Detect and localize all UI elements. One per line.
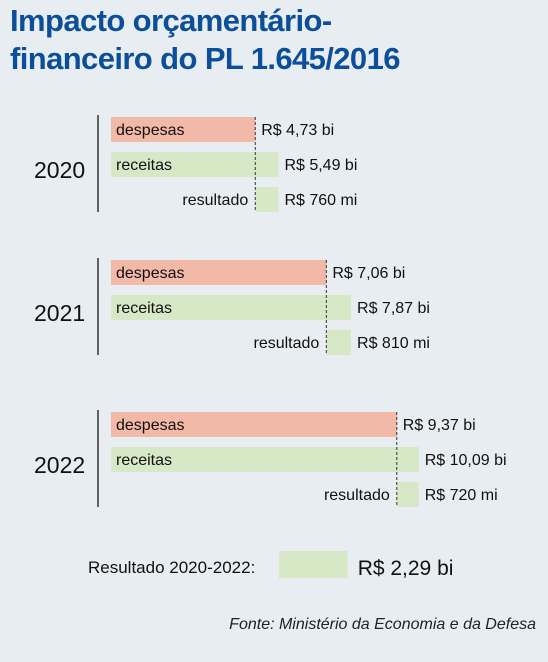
bar-label-receitas-2020: receitas — [116, 157, 172, 174]
bar-despesas-2022 — [111, 412, 397, 437]
bar-resultado-2020 — [255, 187, 279, 212]
bar-resultado-2021 — [326, 330, 352, 355]
title-line-2: financeiro do PL 1.645/2016 — [10, 41, 400, 76]
value-label-receitas-2020: R$ 5,49 bi — [284, 157, 357, 174]
value-label-despesas-2020: R$ 4,73 bi — [261, 122, 334, 139]
bar-resultado-2022 — [396, 482, 419, 507]
bar-label-resultado-2020: resultado — [182, 192, 248, 209]
value-label-despesas-2021: R$ 7,06 bi — [332, 265, 405, 282]
value-label-despesas-2022: R$ 9,37 bi — [403, 417, 476, 434]
bar-label-despesas-2022: despesas — [116, 417, 185, 434]
bar-despesas-2020 — [111, 117, 256, 142]
total-bar — [279, 551, 348, 578]
total-value: R$ 2,29 bi — [358, 557, 454, 580]
year-label-2022: 2022 — [34, 452, 85, 478]
chart-title: Impacto orçamentário- financeiro do PL 1… — [10, 2, 540, 78]
bar-receitas-2021 — [111, 295, 352, 320]
bar-receitas-2020 — [111, 152, 279, 177]
bar-label-resultado-2021: resultado — [254, 335, 320, 352]
bar-label-despesas-2020: despesas — [116, 122, 185, 139]
title-line-1: Impacto orçamentário- — [10, 3, 332, 38]
bar-label-despesas-2021: despesas — [116, 265, 185, 282]
bar-despesas-2021 — [111, 260, 327, 285]
source-note: Fonte: Ministério da Economia e da Defes… — [229, 616, 536, 633]
total-label: Resultado 2020-2022: — [88, 558, 255, 577]
value-label-receitas-2021: R$ 7,87 bi — [357, 300, 430, 317]
year-label-2020: 2020 — [34, 157, 85, 183]
bar-label-resultado-2022: resultado — [324, 487, 390, 504]
value-label-resultado-2021: R$ 810 mi — [357, 335, 430, 352]
bar-receitas-2022 — [111, 447, 419, 472]
bar-label-receitas-2022: receitas — [116, 452, 172, 469]
value-label-resultado-2022: R$ 720 mi — [425, 487, 498, 504]
bar-label-receitas-2021: receitas — [116, 300, 172, 317]
value-label-resultado-2020: R$ 760 mi — [284, 192, 357, 209]
year-label-2021: 2021 — [34, 300, 85, 326]
value-label-receitas-2022: R$ 10,09 bi — [425, 452, 507, 469]
